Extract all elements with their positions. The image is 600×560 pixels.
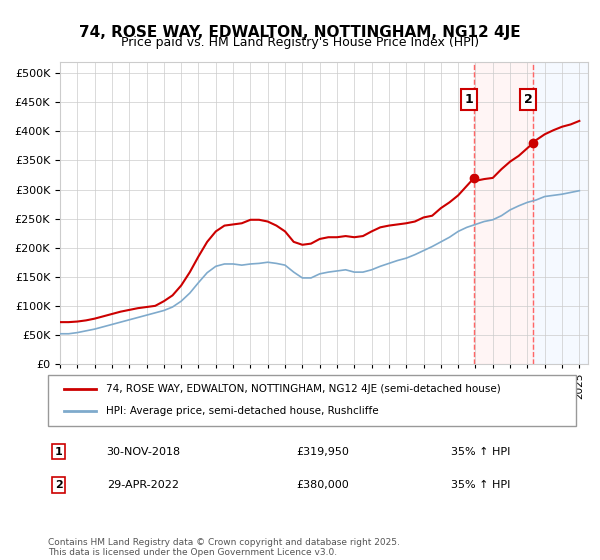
- Text: 1: 1: [464, 93, 473, 106]
- Text: 30-NOV-2018: 30-NOV-2018: [106, 446, 180, 456]
- Text: 1: 1: [55, 446, 62, 456]
- Bar: [533, 62, 588, 364]
- Text: 29-APR-2022: 29-APR-2022: [107, 480, 179, 490]
- Bar: [474, 62, 533, 364]
- Text: Price paid vs. HM Land Registry's House Price Index (HPI): Price paid vs. HM Land Registry's House …: [121, 36, 479, 49]
- FancyBboxPatch shape: [48, 375, 576, 426]
- Text: 35% ↑ HPI: 35% ↑ HPI: [451, 446, 511, 456]
- Text: 2: 2: [524, 93, 532, 106]
- Text: HPI: Average price, semi-detached house, Rushcliffe: HPI: Average price, semi-detached house,…: [106, 407, 379, 417]
- Text: 74, ROSE WAY, EDWALTON, NOTTINGHAM, NG12 4JE (semi-detached house): 74, ROSE WAY, EDWALTON, NOTTINGHAM, NG12…: [106, 384, 501, 394]
- Text: Contains HM Land Registry data © Crown copyright and database right 2025.
This d: Contains HM Land Registry data © Crown c…: [48, 538, 400, 557]
- Text: 74, ROSE WAY, EDWALTON, NOTTINGHAM, NG12 4JE: 74, ROSE WAY, EDWALTON, NOTTINGHAM, NG12…: [79, 25, 521, 40]
- Text: £319,950: £319,950: [296, 446, 349, 456]
- Text: £380,000: £380,000: [296, 480, 349, 490]
- Text: 35% ↑ HPI: 35% ↑ HPI: [451, 480, 511, 490]
- Text: 2: 2: [55, 480, 62, 490]
